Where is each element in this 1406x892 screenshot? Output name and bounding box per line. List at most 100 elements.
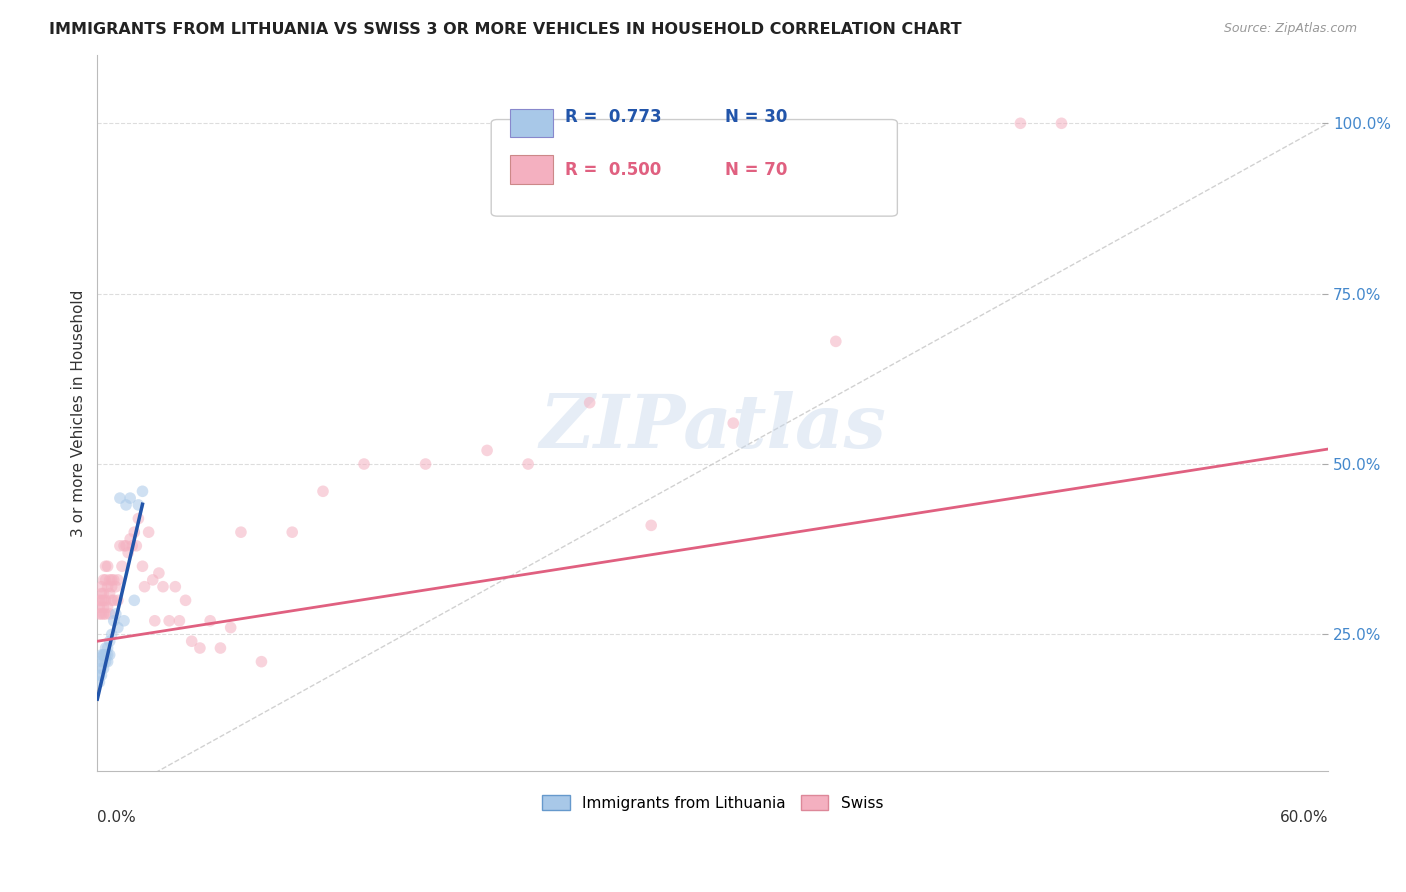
Point	[89, 600, 111, 615]
Point	[100, 573, 122, 587]
Point	[250, 655, 273, 669]
Point	[103, 593, 125, 607]
Point	[1050, 116, 1073, 130]
Point	[120, 532, 142, 546]
Point	[124, 593, 146, 607]
Point	[100, 627, 122, 641]
Point	[108, 491, 131, 505]
Point	[723, 416, 745, 430]
Point	[120, 491, 142, 505]
Point	[98, 607, 121, 621]
Point	[107, 593, 129, 607]
FancyBboxPatch shape	[491, 120, 897, 216]
Point	[97, 648, 120, 662]
Point	[103, 614, 125, 628]
Point	[142, 573, 165, 587]
Point	[1010, 116, 1032, 130]
Point	[353, 457, 375, 471]
Point	[475, 443, 498, 458]
Point	[124, 525, 146, 540]
Text: Source: ZipAtlas.com: Source: ZipAtlas.com	[1223, 22, 1357, 36]
Point	[131, 559, 153, 574]
Point	[94, 559, 117, 574]
Point	[97, 559, 120, 574]
Text: ZIPatlas: ZIPatlas	[540, 391, 886, 464]
Point	[104, 607, 127, 621]
Point	[94, 648, 117, 662]
Text: IMMIGRANTS FROM LITHUANIA VS SWISS 3 OR MORE VEHICLES IN HOUSEHOLD CORRELATION C: IMMIGRANTS FROM LITHUANIA VS SWISS 3 OR …	[49, 22, 962, 37]
Point	[94, 648, 117, 662]
Point	[90, 586, 112, 600]
Point	[134, 580, 156, 594]
Text: R =  0.500: R = 0.500	[565, 161, 661, 178]
Text: N = 30: N = 30	[725, 109, 787, 127]
Point	[312, 484, 335, 499]
Point	[229, 525, 252, 540]
Point	[97, 600, 120, 615]
Point	[100, 593, 122, 607]
Point	[127, 498, 149, 512]
Point	[98, 586, 121, 600]
Point	[93, 586, 115, 600]
Point	[90, 607, 112, 621]
Point	[115, 498, 138, 512]
Point	[89, 675, 111, 690]
Point	[115, 539, 138, 553]
Point	[90, 661, 112, 675]
Point	[98, 573, 121, 587]
Point	[415, 457, 437, 471]
Point	[98, 648, 121, 662]
Legend: Immigrants from Lithuania, Swiss: Immigrants from Lithuania, Swiss	[536, 789, 889, 817]
Point	[90, 655, 112, 669]
Point	[578, 395, 600, 409]
Point	[143, 614, 166, 628]
Point	[94, 640, 117, 655]
Point	[93, 593, 115, 607]
Point	[517, 457, 540, 471]
Text: 60.0%: 60.0%	[1279, 810, 1329, 825]
Point	[127, 511, 149, 525]
Point	[93, 607, 115, 621]
Point	[90, 580, 112, 594]
Point	[640, 518, 662, 533]
Point	[89, 607, 111, 621]
Point	[94, 573, 117, 587]
Point	[89, 668, 111, 682]
Point	[107, 573, 129, 587]
Point	[89, 593, 111, 607]
Point	[111, 559, 134, 574]
Point	[93, 655, 115, 669]
Point	[97, 580, 120, 594]
Point	[198, 614, 221, 628]
Point	[98, 634, 121, 648]
Point	[117, 546, 139, 560]
Point	[152, 580, 174, 594]
Point	[93, 661, 115, 675]
Point	[93, 648, 115, 662]
Point	[94, 655, 117, 669]
Point	[112, 539, 135, 553]
Point	[180, 634, 202, 648]
Point	[100, 580, 122, 594]
Point	[121, 539, 143, 553]
Text: 0.0%: 0.0%	[97, 810, 136, 825]
Point	[188, 640, 211, 655]
Point	[90, 648, 112, 662]
Point	[138, 525, 160, 540]
Point	[112, 614, 135, 628]
Text: R =  0.773: R = 0.773	[565, 109, 662, 127]
Point	[824, 334, 846, 349]
Point	[93, 600, 115, 615]
Point	[174, 593, 197, 607]
Point	[94, 593, 117, 607]
Point	[157, 614, 180, 628]
Point	[97, 655, 120, 669]
Text: N = 70: N = 70	[725, 161, 787, 178]
Point	[93, 573, 115, 587]
Point	[131, 484, 153, 499]
Point	[90, 593, 112, 607]
Point	[107, 621, 129, 635]
Point	[169, 614, 191, 628]
Point	[104, 580, 127, 594]
Point	[94, 607, 117, 621]
